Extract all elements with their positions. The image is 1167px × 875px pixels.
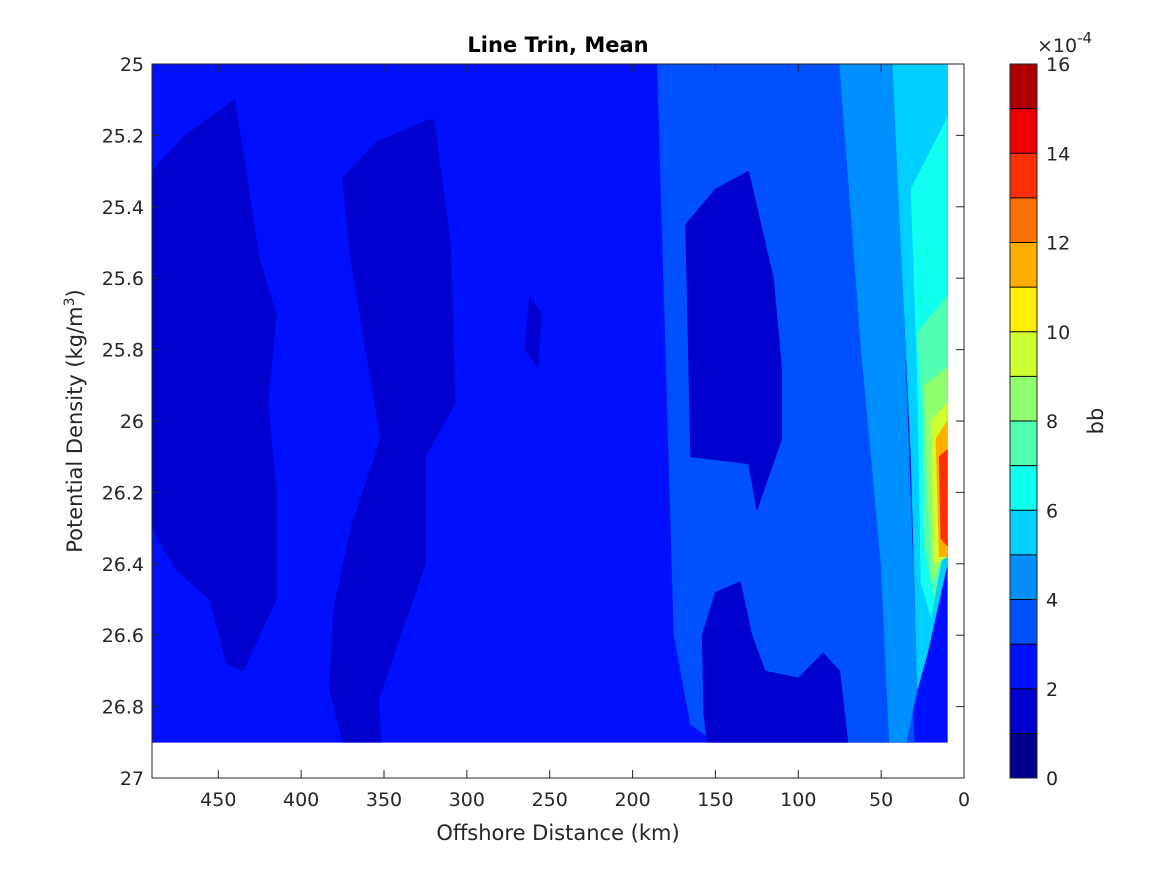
colorbar-exponent: ×10-4 — [1037, 29, 1092, 57]
colorbar-tick-label: 6 — [1046, 500, 1058, 522]
contour-region-coastal-peak-b — [938, 448, 948, 547]
y-tick-label: 26.8 — [102, 697, 144, 719]
colorbar-segment — [1010, 510, 1037, 555]
colorbar-exponent-power: -4 — [1077, 29, 1092, 47]
contour-region-nearshore-low-lower — [701, 581, 849, 743]
colorbar-segment — [1010, 331, 1037, 377]
contour-region-offshore-low-west — [151, 99, 277, 672]
colorbar-segment — [1010, 153, 1037, 198]
y-axis-label-superscript: 3 — [62, 297, 78, 306]
x-tick-label: 50 — [869, 789, 893, 811]
y-tick-label: 26 — [120, 411, 144, 433]
y-axis-label: Potential Density (kg/m3) — [62, 289, 87, 553]
x-axis-label: Offshore Distance (km) — [436, 821, 679, 845]
y-axis: 25 25.2 25.4 25.6 25.8 26 26.2 26.4 26.6 26.8 27 — [102, 54, 964, 790]
plot-area — [151, 63, 965, 779]
colorbar-segment — [1010, 733, 1037, 778]
x-tick-label: 200 — [614, 789, 650, 811]
colorbar-segment — [1010, 287, 1037, 332]
colorbar-tick-label: 10 — [1046, 322, 1070, 344]
colorbar: 0 2 4 6 8 10 12 14 16 — [1009, 54, 1070, 790]
contour-region-offshore-low-middle — [328, 117, 456, 743]
colorbar-segment — [1010, 421, 1037, 466]
colorbar-segment — [1010, 242, 1037, 288]
x-axis: 450 400 350 300 250 200 150 100 50 0 — [200, 64, 970, 811]
colorbar-segment — [1010, 197, 1037, 243]
x-tick-label: 400 — [283, 789, 319, 811]
y-tick-label: 25 — [120, 54, 144, 76]
colorbar-tick-label: 2 — [1046, 679, 1058, 701]
colorbar-tick-label: 12 — [1046, 233, 1070, 255]
colorbar-segment — [1010, 644, 1037, 689]
contour-region-nearshore-low-upper — [685, 170, 783, 512]
contour-region-offshore-low-spot — [524, 295, 542, 369]
x-tick-label: 0 — [958, 789, 970, 811]
x-tick-label: 150 — [697, 789, 733, 811]
y-axis-label-close: ) — [63, 289, 87, 297]
y-tick-label: 25.8 — [102, 340, 144, 362]
colorbar-tick-label: 14 — [1046, 143, 1070, 165]
chart-title: Line Trin, Mean — [467, 33, 648, 57]
y-tick-label: 25.2 — [102, 125, 144, 147]
x-tick-label: 250 — [532, 789, 568, 811]
y-tick-label: 25.6 — [102, 268, 144, 290]
y-tick-label: 25.4 — [102, 197, 144, 219]
x-tick-label: 100 — [780, 789, 816, 811]
colorbar-exponent-prefix: ×10 — [1037, 35, 1077, 57]
x-tick-label: 300 — [449, 789, 485, 811]
colorbar-segment — [1010, 465, 1037, 511]
y-tick-label: 27 — [120, 768, 144, 790]
x-tick-label: 450 — [200, 789, 236, 811]
y-axis-label-text: Potential Density (kg/m — [63, 306, 87, 552]
colorbar-tick-label: 0 — [1046, 768, 1058, 790]
colorbar-segment — [1010, 376, 1037, 421]
colorbar-segment — [1010, 554, 1037, 600]
colorbar-segment — [1010, 688, 1037, 734]
y-tick-label: 26.2 — [102, 482, 144, 504]
colorbar-tick-label: 8 — [1046, 411, 1058, 433]
colorbar-label: bb — [1084, 408, 1108, 435]
colorbar-tick-label: 4 — [1046, 590, 1058, 612]
colorbar-segment — [1010, 599, 1037, 645]
x-tick-label: 350 — [366, 789, 402, 811]
colorbar-tick-label: 16 — [1046, 54, 1070, 76]
colorbar-segment — [1010, 64, 1037, 109]
y-tick-label: 26.4 — [102, 554, 144, 576]
colorbar-segment — [1010, 108, 1037, 154]
y-tick-label: 26.6 — [102, 625, 144, 647]
